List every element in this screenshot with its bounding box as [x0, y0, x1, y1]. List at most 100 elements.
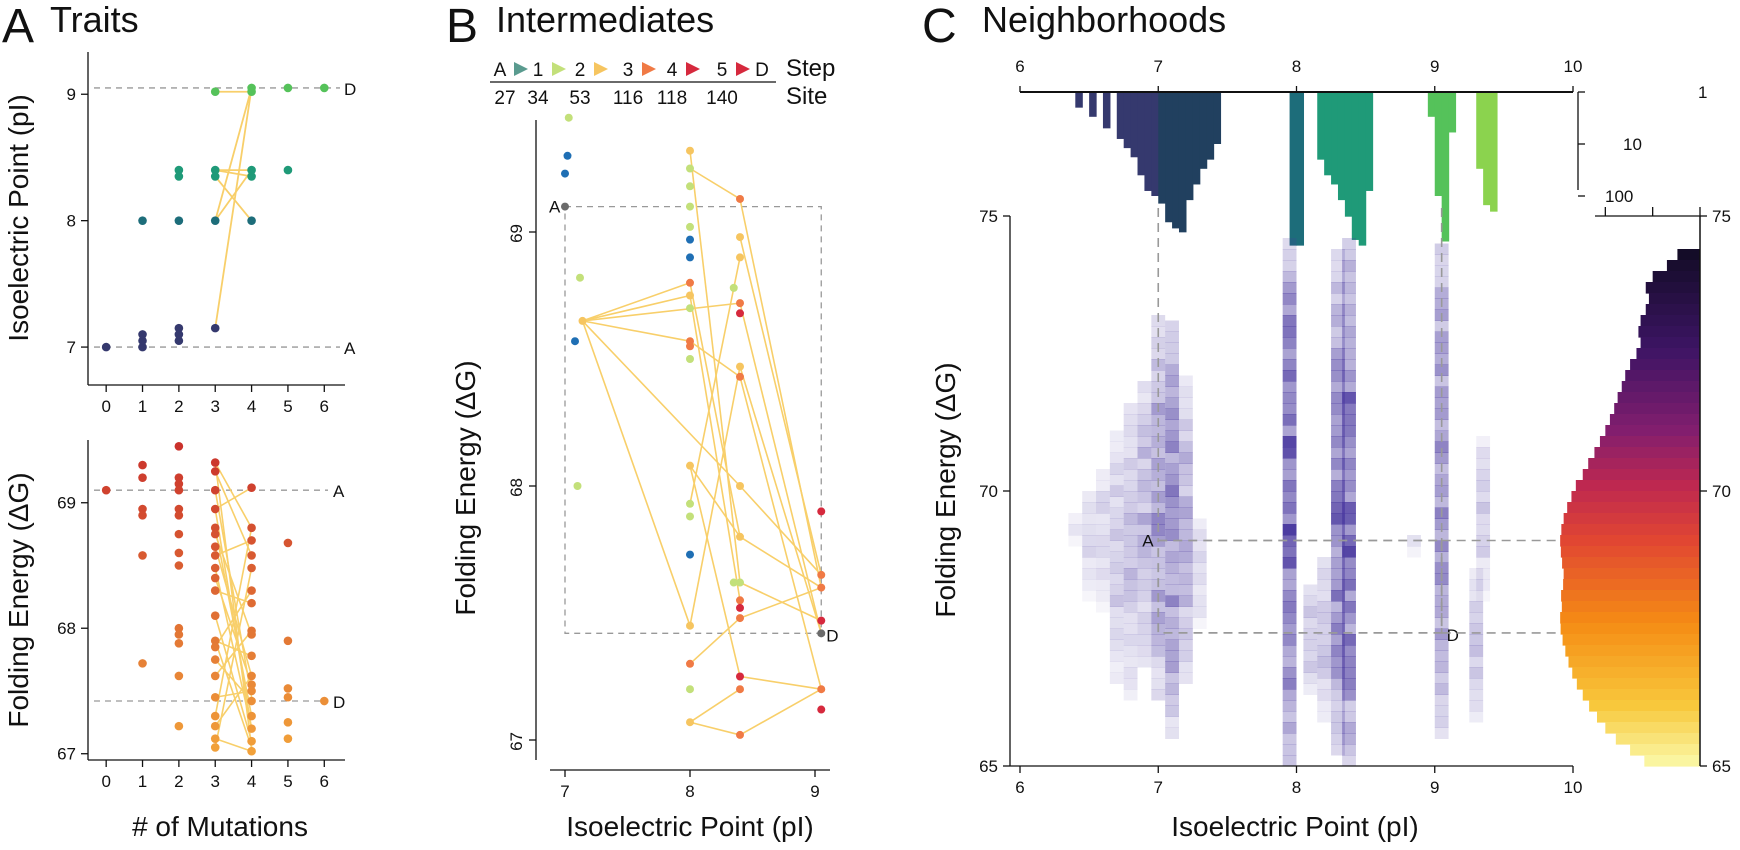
- heatmap-cell: [1178, 573, 1193, 585]
- heatmap-cell: [1165, 331, 1179, 343]
- mutation-path: [214, 486, 252, 510]
- heatmap-cell: [1342, 678, 1356, 690]
- data-point: [576, 273, 584, 282]
- legend-step-arrow: [736, 62, 750, 76]
- heatmap-cell: [1082, 579, 1097, 591]
- heatmap-cell: [1317, 557, 1332, 569]
- heatmap-cell: [1331, 249, 1345, 261]
- data-point: [247, 536, 256, 545]
- histogram-bar: [1137, 92, 1146, 176]
- heatmap-cell: [1331, 645, 1345, 657]
- histogram-bar: [1289, 92, 1298, 246]
- heatmap-cell: [1123, 414, 1138, 426]
- heatmap-cell: [1317, 689, 1332, 701]
- data-point: [247, 711, 256, 721]
- histogram-bar: [1582, 469, 1700, 481]
- heatmap-cell: [1165, 375, 1179, 387]
- heatmap-cell: [1342, 645, 1356, 657]
- mutation-path: [689, 282, 741, 537]
- mutation-path: [581, 320, 741, 487]
- heatmap-cell: [1331, 392, 1345, 404]
- histogram-bar: [1351, 92, 1360, 240]
- data-point: [174, 529, 184, 539]
- legend-step-arrow: [514, 62, 528, 76]
- panel-a: A Traits D A 7 8 9 Isoelectric Point (pI) 0 1 2 3…: [2, 0, 356, 842]
- a-top-y-tick-label: 9: [67, 85, 76, 104]
- heatmap-cell: [1331, 667, 1345, 679]
- heatmap-cell: [1434, 716, 1449, 728]
- heatmap-cell: [1096, 524, 1110, 536]
- heatmap-cell: [1342, 469, 1356, 481]
- heatmap-cell: [1331, 722, 1345, 734]
- heatmap-cell: [1151, 601, 1166, 613]
- histogram-bar: [1563, 568, 1700, 580]
- histogram-bar: [1476, 92, 1484, 169]
- data-point: [210, 551, 220, 560]
- heatmap-cell: [1342, 711, 1356, 723]
- heatmap-cell: [1434, 320, 1449, 332]
- heatmap-cell: [1151, 348, 1166, 360]
- heatmap-cell: [1342, 612, 1356, 624]
- heatmap-cell: [1109, 474, 1124, 486]
- data-point: [138, 504, 147, 514]
- a-bottom-x-title: # of Mutations: [132, 811, 308, 842]
- heatmap-cell: [1123, 678, 1138, 690]
- c-top-x-tick-label: 8: [1292, 57, 1301, 76]
- heatmap-cell: [1082, 513, 1097, 525]
- data-point: [817, 570, 826, 579]
- heatmap-cell: [1151, 689, 1166, 701]
- heatmap-cell: [1434, 650, 1449, 662]
- heatmap-cell: [1137, 513, 1152, 525]
- histogram-bar: [1365, 92, 1374, 191]
- data-point: [283, 718, 293, 727]
- heatmap-cell: [1476, 458, 1491, 470]
- data-point: [247, 736, 256, 746]
- heatmap-cell: [1178, 496, 1193, 508]
- heatmap-cell: [1282, 568, 1297, 580]
- heatmap-cell: [1096, 480, 1110, 492]
- heatmap-cell: [1178, 529, 1193, 541]
- heatmap-cell: [1178, 518, 1193, 530]
- heatmap-cell: [1082, 546, 1097, 558]
- heatmap-cell: [1096, 557, 1110, 569]
- heatmap-cell: [1165, 584, 1179, 596]
- mutation-path: [689, 465, 741, 538]
- heatmap-cell: [1342, 403, 1356, 415]
- heatmap-cell: [1137, 414, 1152, 426]
- heatmap-cell: [1331, 436, 1345, 448]
- data-point: [736, 596, 744, 605]
- heatmap-cell: [1151, 469, 1166, 481]
- heatmap-cell: [1282, 238, 1297, 250]
- mutation-path: [214, 539, 252, 557]
- mutation-path: [689, 295, 741, 601]
- heatmap-cell: [1282, 557, 1297, 569]
- heatmap-cell: [1317, 623, 1332, 635]
- histogram-bar: [1640, 337, 1700, 349]
- mutation-path: [214, 577, 253, 685]
- heatmap-cell: [1282, 579, 1297, 591]
- data-point: [686, 202, 694, 211]
- heatmap-cell: [1331, 535, 1345, 547]
- c-top-x-tick-label: 6: [1015, 57, 1024, 76]
- heatmap-cell: [1331, 546, 1345, 558]
- reference-label: A: [333, 482, 345, 501]
- legend-site-label: 53: [569, 88, 590, 109]
- data-point: [174, 721, 184, 731]
- heatmap-cell: [1342, 447, 1356, 459]
- heatmap-cell: [1109, 584, 1124, 596]
- data-point: [283, 734, 293, 743]
- histogram-bar: [1630, 744, 1700, 756]
- mutation-path: [689, 257, 741, 504]
- data-point: [210, 642, 220, 652]
- c-top-y-tick-label: 10: [1623, 135, 1642, 154]
- heatmap-cell: [1282, 271, 1297, 283]
- a-top-y-title: Isoelectric Point (pI): [3, 94, 34, 341]
- heatmap-cell: [1342, 271, 1356, 283]
- legend-step-label: 3: [623, 60, 634, 81]
- heatmap-cell: [1096, 579, 1110, 591]
- data-point: [686, 355, 694, 363]
- panel-c-title: Neighborhoods: [982, 0, 1226, 40]
- heatmap-cell: [1434, 529, 1449, 541]
- heatmap-cell: [1331, 634, 1345, 646]
- heatmap-cell: [1476, 557, 1491, 569]
